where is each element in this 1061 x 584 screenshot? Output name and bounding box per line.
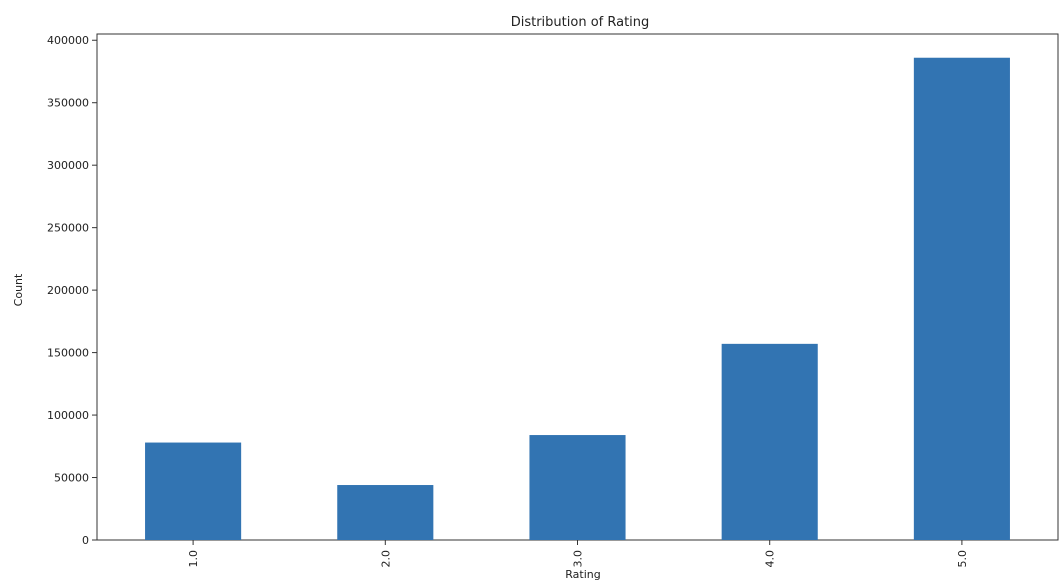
y-tick-label: 300000 — [47, 159, 89, 172]
x-axis-label: Rating — [565, 568, 600, 580]
y-tick-label: 350000 — [47, 97, 89, 110]
plot-area: 0 50000 100000 150000 200000 250000 300000 3500… — [47, 33, 1059, 568]
bar-5.0 — [913, 57, 1010, 540]
x-tick-label: 3.0 — [572, 550, 585, 568]
y-tick-label: 100000 — [47, 409, 89, 422]
x-tick-label: 1.0 — [187, 550, 200, 568]
y-axis-label: Count — [12, 273, 25, 306]
bar-2.0 — [337, 485, 434, 540]
y-tick-label: 150000 — [47, 347, 89, 360]
x-tick-label: 5.0 — [956, 550, 969, 568]
bar-3.0 — [529, 435, 626, 540]
bar-1.0 — [145, 442, 242, 540]
y-tick-label: 50000 — [54, 472, 89, 485]
x-tick-label: 2.0 — [379, 550, 392, 568]
y-tick-label: 200000 — [47, 284, 89, 297]
bar-4.0 — [721, 343, 818, 540]
y-tick-label: 400000 — [47, 34, 89, 47]
chart-title: Distribution of Rating — [511, 15, 650, 30]
y-tick-label: 250000 — [47, 222, 89, 235]
y-tick-label: 0 — [82, 534, 89, 547]
x-tick-label: 4.0 — [764, 550, 777, 568]
